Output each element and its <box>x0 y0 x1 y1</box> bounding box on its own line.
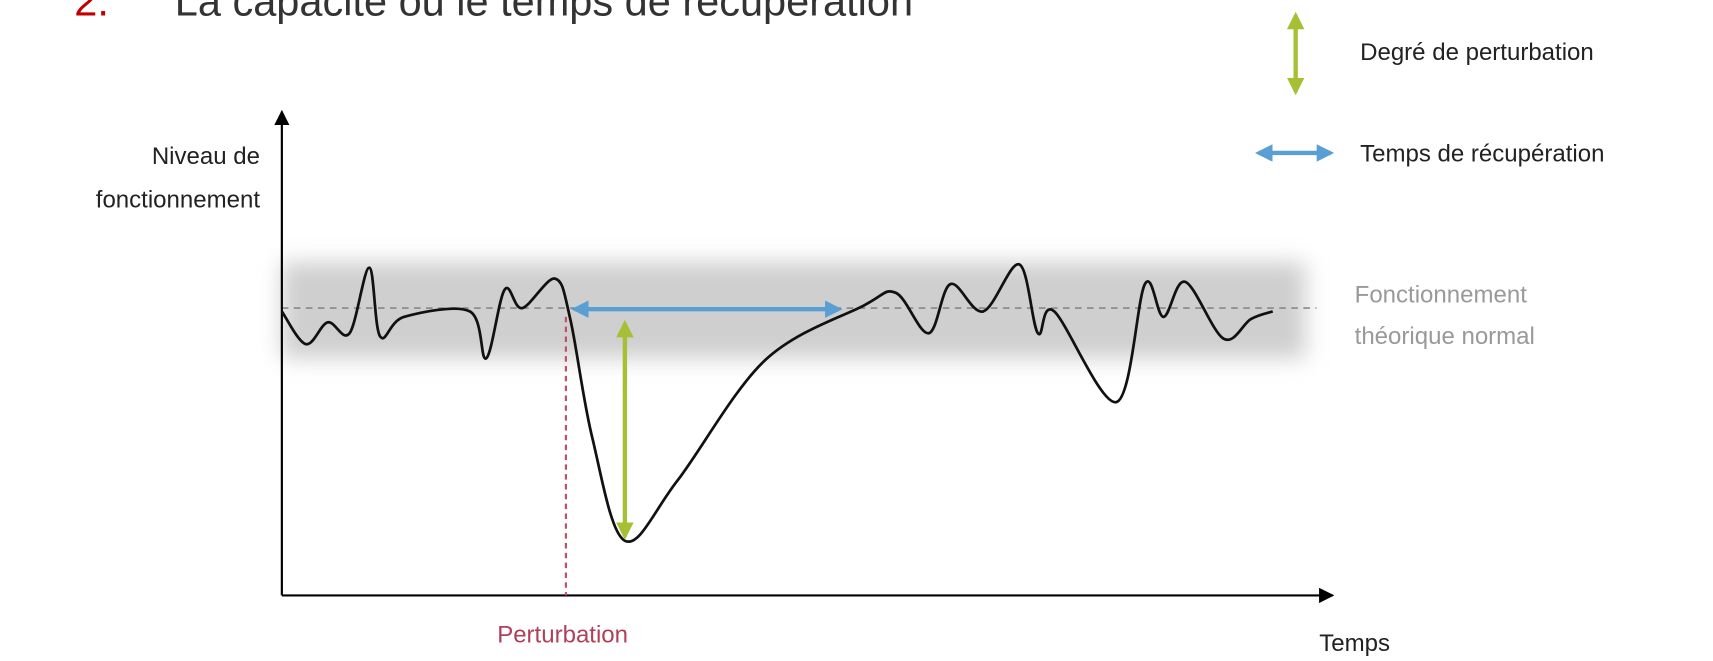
functioning-curve <box>280 263 1274 544</box>
heading-number: 2. <box>74 0 109 24</box>
reference-label: Fonctionnement <box>1355 282 1528 309</box>
legend-label: Temps de récupération <box>1360 141 1604 168</box>
heading-text: La capacité ou le temps de récupération <box>175 0 913 24</box>
x-axis-label: Temps <box>1319 630 1390 657</box>
event-label: Perturbation <box>497 621 628 648</box>
y-axis-label: Niveau de <box>152 143 260 170</box>
reference-label: théorique normal <box>1355 323 1535 350</box>
legend-label: Degré de perturbation <box>1360 39 1594 66</box>
y-axis-label: fonctionnement <box>96 187 261 214</box>
